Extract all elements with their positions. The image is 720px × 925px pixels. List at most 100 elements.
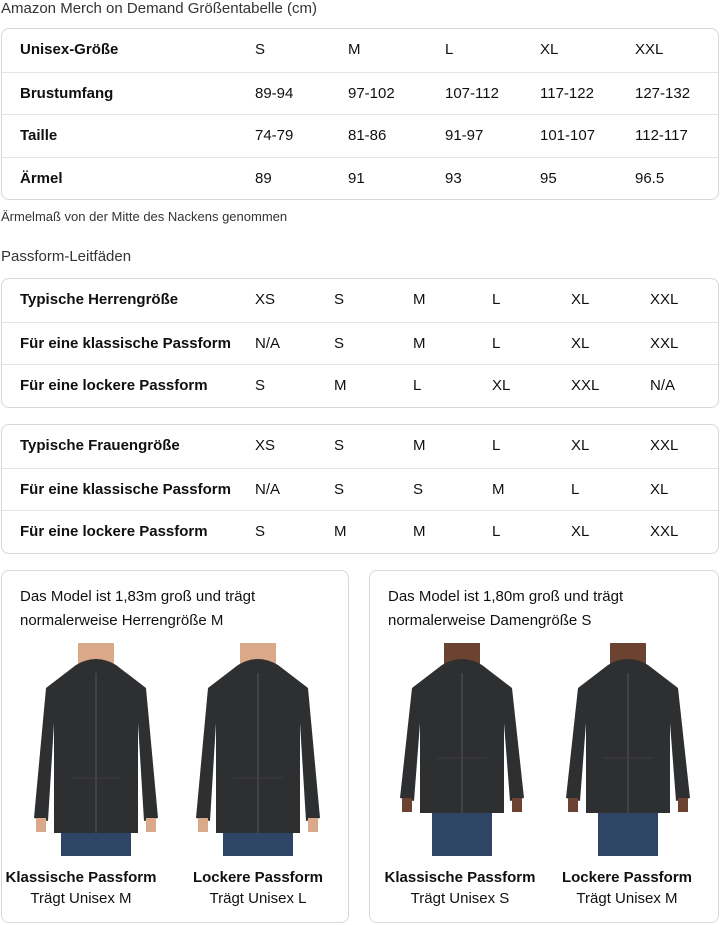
row-label: Brustumfang: [20, 84, 114, 102]
table-row: Für eine lockere Passform S M L XL XXL N/A: [2, 364, 718, 407]
fit-size: Trägt Unisex M: [576, 890, 678, 907]
fit-caption: Lockere Passform Trägt Unisex M: [547, 869, 707, 907]
table-row: Ärmel 89 91 93 95 96.5: [2, 156, 718, 200]
table-cell: 74-79: [255, 127, 294, 144]
hand: [402, 798, 412, 812]
table-cell: XXL: [650, 334, 679, 352]
table-cell: S: [334, 480, 345, 498]
table-cell: 95: [540, 169, 557, 187]
fit-guide-title: Passform-Leitfäden: [1, 248, 132, 265]
model-head: [444, 643, 480, 665]
table-cell: 117-122: [540, 84, 594, 102]
table-cell: 81-86: [348, 127, 387, 144]
desc-line: Das Model ist 1,83m groß und trägt: [20, 588, 256, 605]
row-label: Für eine lockere Passform: [20, 377, 208, 394]
table-cell: 101-107: [540, 127, 596, 144]
table-cell: XL: [492, 377, 511, 394]
table-cell: 91: [348, 169, 365, 187]
table-cell: N/A: [255, 334, 281, 352]
hand: [512, 798, 522, 812]
table-cell: XXL: [650, 437, 679, 454]
size-chart-title: Amazon Merch on Demand Größentabelle (cm…: [1, 0, 317, 17]
row-label: Typische Frauengröße: [20, 437, 180, 454]
table-cell: S: [255, 41, 266, 58]
table-cell: XL: [571, 523, 590, 540]
women-model-card: Das Model ist 1,80m groß und trägt normal…: [369, 570, 719, 923]
table-cell: L: [445, 41, 454, 58]
table-cell: 97-102: [348, 84, 395, 102]
table-cell: L: [492, 334, 501, 352]
model-head: [240, 643, 276, 665]
table-cell: M: [334, 523, 347, 540]
fit-size: Trägt Unisex M: [30, 890, 132, 907]
row-label: Taille: [20, 127, 58, 144]
table-cell: XL: [571, 437, 590, 454]
table-cell: XXL: [650, 291, 679, 308]
table-cell: N/A: [255, 480, 281, 498]
fit-size: Trägt Unisex L: [209, 890, 307, 907]
table-row: Für eine klassische Passform N/A S M L XL XXL: [2, 321, 718, 365]
desc-line: Das Model ist 1,80m groß und trägt: [388, 588, 624, 605]
model-head: [78, 643, 114, 665]
table-cell: L: [492, 291, 501, 308]
row-label: Für eine klassische Passform: [20, 480, 231, 498]
table-row: Für eine klassische Passform N/A S S M L XL: [2, 467, 718, 511]
table-cell: 89: [255, 169, 272, 187]
table-cell: N/A: [650, 377, 676, 394]
model-image-loose: [558, 643, 698, 856]
table-cell: L: [413, 377, 422, 394]
model-image-classic: [392, 643, 532, 856]
row-label: Unisex-Größe: [20, 41, 119, 58]
desc-line: normalerweise Damengröße S: [388, 612, 592, 629]
fit-caption: Lockere Passform Trägt Unisex L: [178, 869, 338, 907]
table-row: Für eine lockere Passform S M M L XL XXL: [2, 510, 718, 553]
row-label: Ärmel: [20, 169, 63, 187]
table-row: Typische Frauengröße XS S M L XL XXL: [2, 425, 718, 468]
fit-title: Lockere Passform: [192, 869, 324, 886]
table-row: Brustumfang 89-94 97-102 107-112 117-122 127-…: [2, 71, 718, 115]
table-cell: L: [492, 437, 501, 454]
table-row: Unisex-Größe S M L XL XXL: [2, 29, 718, 72]
row-label: Für eine klassische Passform: [20, 334, 231, 352]
table-cell: XS: [255, 291, 276, 308]
jeans: [598, 805, 658, 856]
women-fit-table: Typische Frauengröße XS S M L XL XXL Für eine k…: [1, 424, 719, 554]
table-cell: XL: [571, 334, 590, 352]
fit-caption: Klassische Passform Trägt Unisex M: [1, 869, 161, 907]
table-row: Typische Herrengröße XS S M L XL XXL: [2, 279, 718, 322]
table-cell: 89-94: [255, 84, 294, 102]
model-image-loose: [188, 643, 328, 856]
table-cell: 107-112: [445, 84, 499, 102]
table-cell: M: [413, 523, 426, 540]
table-cell: XS: [255, 437, 276, 454]
table-cell: S: [255, 377, 266, 394]
hand: [308, 818, 318, 832]
table-cell: 112-117: [635, 127, 688, 144]
table-cell: 127-132: [635, 84, 691, 102]
table-cell: XXL: [650, 523, 679, 540]
table-cell: S: [413, 480, 424, 498]
men-model-card: Das Model ist 1,83m groß und trägt normal…: [1, 570, 349, 923]
row-label: Typische Herrengröße: [20, 291, 179, 308]
table-cell: XL: [571, 291, 590, 308]
hand: [568, 798, 578, 812]
hand: [678, 798, 688, 812]
model-description: Das Model ist 1,80m groß und trägt normal…: [388, 585, 623, 633]
table-cell: M: [413, 334, 426, 352]
jeans: [432, 805, 492, 856]
table-cell: S: [334, 437, 345, 454]
hand: [198, 818, 208, 832]
size-chart-table: Unisex-Größe S M L XL XXL Brustumfang 89-94 97-1…: [1, 28, 719, 200]
model-description: Das Model ist 1,83m groß und trägt normal…: [20, 585, 255, 633]
model-head: [610, 643, 646, 665]
desc-line: normalerweise Herrengröße M: [20, 612, 224, 629]
men-fit-table: Typische Herrengröße XS S M L XL XXL Für eine k…: [1, 278, 719, 408]
table-row: Taille 74-79 81-86 91-97 101-107 112-117: [2, 114, 718, 157]
table-cell: XXL: [635, 41, 664, 58]
table-cell: S: [334, 291, 345, 308]
table-cell: 93: [445, 169, 462, 187]
table-cell: M: [334, 377, 347, 394]
table-cell: XL: [540, 41, 559, 58]
model-image-classic: [26, 643, 166, 856]
table-cell: L: [571, 480, 580, 498]
